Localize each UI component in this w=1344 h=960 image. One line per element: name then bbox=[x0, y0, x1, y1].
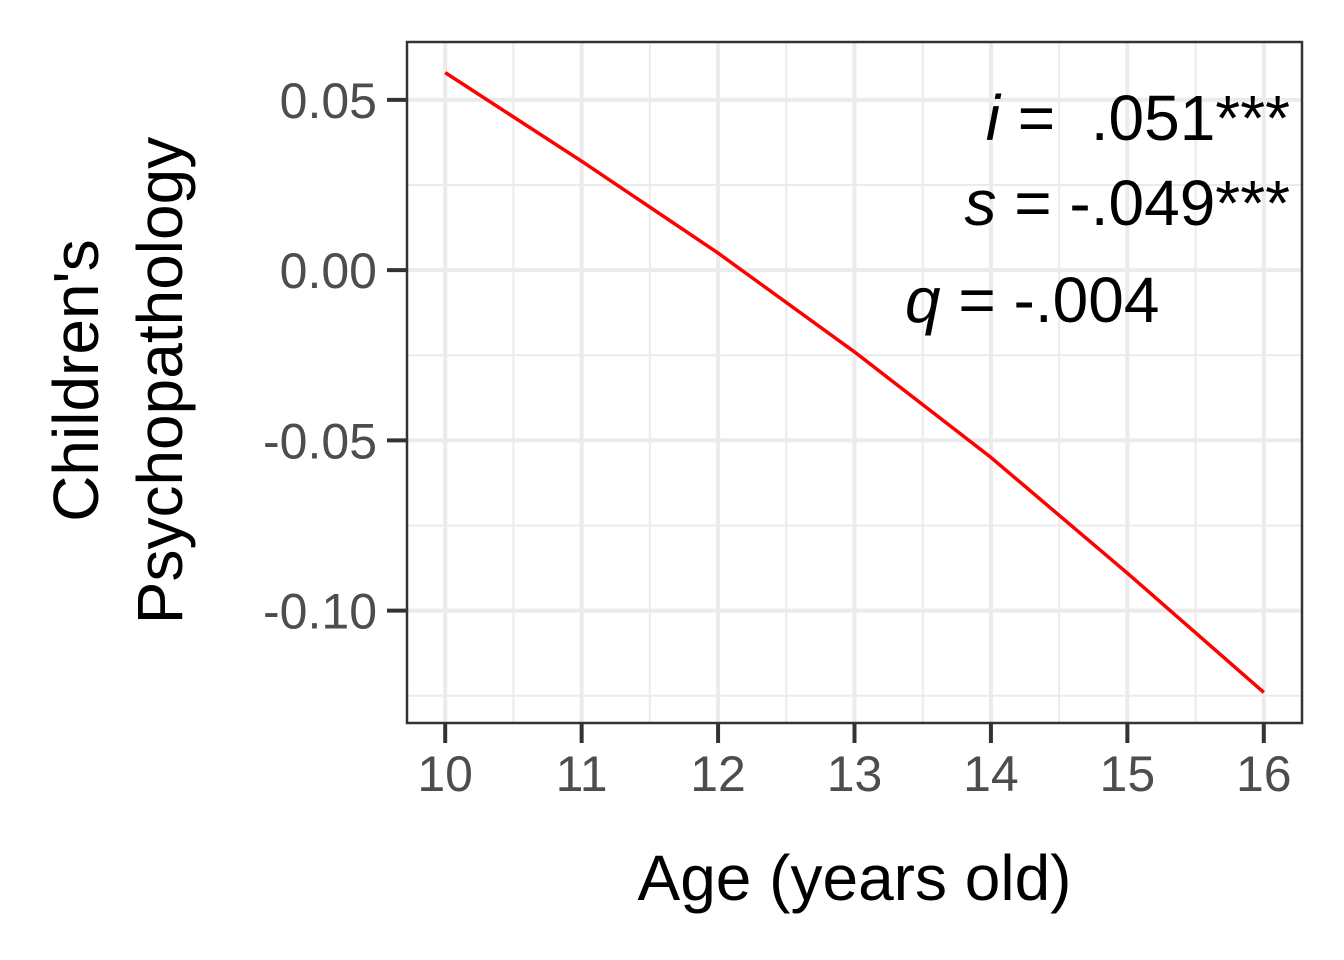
y-tick-label: -0.10 bbox=[263, 584, 377, 640]
x-tick-label: 11 bbox=[556, 746, 608, 802]
slope-symbol: s bbox=[964, 167, 996, 239]
series-line-0 bbox=[444, 71, 1265, 694]
y-tick-label: 0.05 bbox=[280, 73, 377, 129]
y-tick-label: 0.00 bbox=[280, 243, 377, 299]
quadratic-symbol: q bbox=[905, 264, 941, 336]
y-axis-title-line-2: Psychopathology bbox=[124, 137, 196, 624]
series-layer bbox=[444, 71, 1265, 694]
x-tick-label: 15 bbox=[1100, 746, 1156, 802]
quadratic-value: = -.004 bbox=[941, 264, 1160, 336]
intercept-symbol: i bbox=[986, 82, 1002, 154]
x-tick-label: 14 bbox=[963, 746, 1019, 802]
y-axis-ticks: 0.05 0.00 -0.05 -0.10 bbox=[263, 73, 407, 640]
slope-value: = -.049*** bbox=[996, 167, 1290, 239]
intercept-value: = .051*** bbox=[1000, 82, 1290, 154]
quadratic-annotation: q = -.004 bbox=[905, 264, 1159, 336]
x-tick-label: 16 bbox=[1236, 746, 1292, 802]
major-gridlines bbox=[407, 42, 1302, 723]
x-axis-ticks: 10 11 12 13 14 15 16 bbox=[417, 723, 1292, 802]
y-axis-title-line-1: Children's bbox=[40, 239, 112, 522]
coefficient-annotations: i = .051*** s = -.049*** q = -.004 bbox=[905, 82, 1290, 336]
slope-annotation: s = -.049*** bbox=[964, 167, 1290, 239]
y-axis-title: Children's Psychopathology bbox=[40, 137, 196, 624]
x-tick-label: 13 bbox=[827, 746, 883, 802]
x-axis-title: Age (years old) bbox=[638, 842, 1072, 914]
x-tick-label: 10 bbox=[417, 746, 473, 802]
intercept-annotation: i = .051*** bbox=[986, 82, 1290, 154]
y-tick-label: -0.05 bbox=[263, 413, 377, 469]
x-tick-label: 12 bbox=[690, 746, 746, 802]
